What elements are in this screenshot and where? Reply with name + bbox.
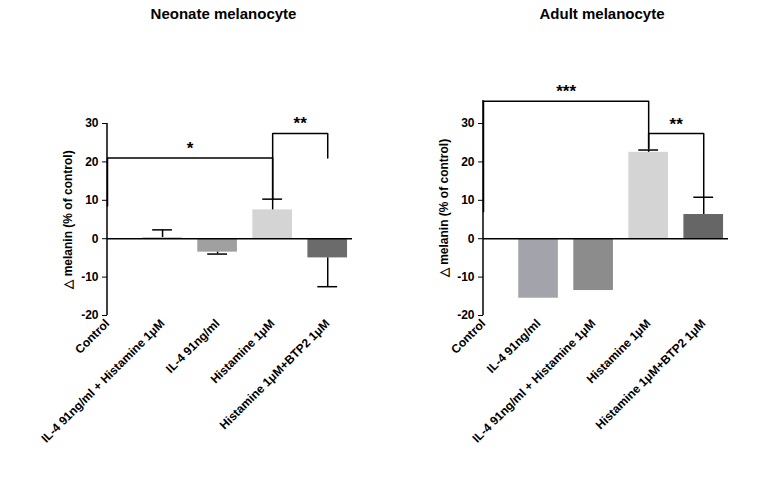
svg-text:0: 0: [92, 232, 99, 246]
svg-text:20: 20: [85, 155, 99, 169]
svg-text:-20: -20: [81, 308, 99, 322]
svg-text:-10: -10: [457, 270, 475, 284]
svg-text:***: ***: [556, 82, 576, 101]
svg-text:-10: -10: [81, 270, 99, 284]
html-text:Adult melanocyte: Adult melanocyte: [539, 5, 665, 22]
svg-text:-20: -20: [457, 308, 475, 322]
svg-text:Control: Control: [448, 316, 488, 356]
svg-text:Histamine 1μM+BTP2 1μM: Histamine 1μM+BTP2 1μM: [593, 316, 709, 432]
svg-text:0: 0: [468, 232, 475, 246]
svg-text:10: 10: [461, 193, 475, 207]
svg-text:*: *: [187, 139, 194, 158]
svg-text:**: **: [670, 115, 684, 134]
svg-text:IL-4 91ng/ml: IL-4 91ng/ml: [484, 316, 543, 375]
svg-text:**: **: [294, 114, 308, 133]
svg-text:△ melanin (% of control): △ melanin (% of control): [61, 150, 75, 289]
svg-text:10: 10: [85, 193, 99, 207]
svg-text:IL-4 91ng/ml: IL-4 91ng/ml: [163, 316, 222, 375]
html-text:Neonate melanocyte: Neonate melanocyte: [150, 5, 297, 22]
svg-text:30: 30: [461, 116, 475, 130]
svg-text:Histamine 1μM+BTP2 1μM: Histamine 1μM+BTP2 1μM: [217, 316, 333, 432]
svg-text:30: 30: [85, 116, 99, 130]
svg-text:Control: Control: [72, 316, 112, 356]
svg-text:IL-4 91ng/ml + Histamine 1μM: IL-4 91ng/ml + Histamine 1μM: [469, 316, 598, 445]
svg-text:IL-4 91ng/ml + Histamine 1μM: IL-4 91ng/ml + Histamine 1μM: [38, 316, 167, 445]
svg-text:△ melanin (% of control): △ melanin (% of control): [437, 139, 451, 278]
svg-text:20: 20: [461, 155, 475, 169]
